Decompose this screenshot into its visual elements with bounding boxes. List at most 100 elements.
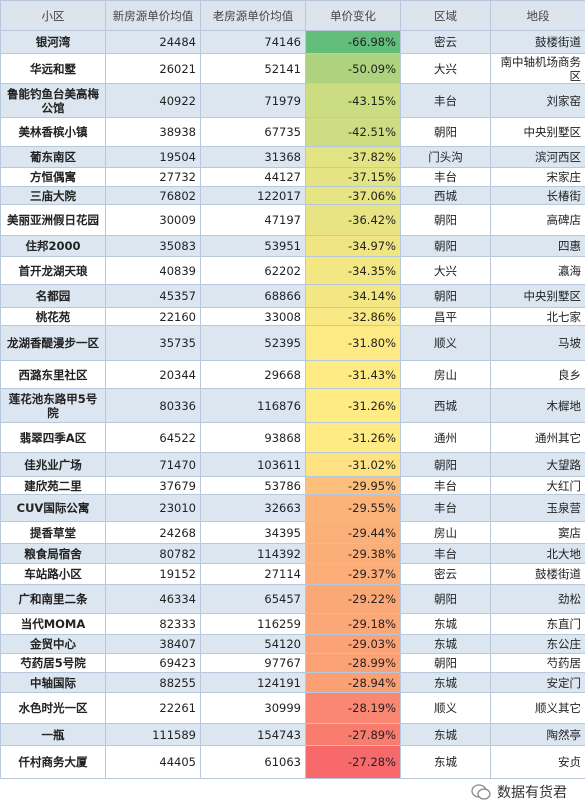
new-price: 69423	[105, 653, 201, 673]
area: 顺义其它	[490, 692, 585, 724]
table-row: 建欣苑二里 37679 53786 -29.95% 丰台 大红门	[0, 476, 585, 495]
district: 朝阳	[400, 452, 491, 477]
price-change: -34.97%	[305, 235, 401, 257]
new-price: 24484	[105, 30, 201, 54]
new-price: 22261	[105, 692, 201, 724]
district: 丰台	[400, 83, 491, 118]
community: 名都园	[0, 284, 106, 308]
community: 一瓶	[0, 723, 106, 746]
price-change: -32.86%	[305, 307, 401, 326]
header-row: 小区 新房源单价均值 老房源单价均值 单价变化 区域 地段	[0, 0, 585, 31]
community: 翡翠四季A区	[0, 422, 106, 453]
district: 东城	[400, 634, 491, 654]
price-change: -36.42%	[305, 204, 401, 236]
area: 安贞	[490, 745, 585, 779]
area: 东直门	[490, 613, 585, 635]
new-price: 45357	[105, 284, 201, 308]
community: 提香草堂	[0, 521, 106, 544]
new-price: 80782	[105, 543, 201, 564]
district: 朝阳	[400, 117, 491, 147]
price-change: -29.55%	[305, 494, 401, 522]
district: 大兴	[400, 256, 491, 285]
district: 朝阳	[400, 584, 491, 614]
table-row: 广和南里二条 46334 65457 -29.22% 朝阳 劲松	[0, 584, 585, 614]
table-row: 西潞东里社区 20344 29668 -31.43% 房山 良乡	[0, 360, 585, 389]
table-row: 粮食局宿舍 80782 114392 -29.38% 丰台 北大地	[0, 543, 585, 564]
new-price: 27732	[105, 167, 201, 187]
district: 顺义	[400, 692, 491, 724]
price-change: -34.14%	[305, 284, 401, 308]
area: 安定门	[490, 672, 585, 693]
community: 美林香槟小镇	[0, 117, 106, 147]
old-price: 74146	[200, 30, 306, 54]
new-price: 38407	[105, 634, 201, 654]
new-price: 19504	[105, 146, 201, 168]
area: 北大地	[490, 543, 585, 564]
price-change: -43.15%	[305, 83, 401, 118]
old-price: 116876	[200, 388, 306, 423]
district: 朝阳	[400, 235, 491, 257]
community: 车站路小区	[0, 563, 106, 585]
old-price: 53951	[200, 235, 306, 257]
old-price: 67735	[200, 117, 306, 147]
old-price: 27114	[200, 563, 306, 585]
table-row: 芍药居5号院 69423 97767 -28.99% 朝阳 芍药居	[0, 653, 585, 673]
header-cell: 区域	[400, 0, 491, 31]
table-row: 鲁能钓鱼台美高梅公馆 40922 71979 -43.15% 丰台 刘家窑	[0, 83, 585, 118]
data-table: 小区 新房源单价均值 老房源单价均值 单价变化 区域 地段 银河湾 24484 74146 -6…	[0, 0, 585, 779]
area: 东公庄	[490, 634, 585, 654]
price-change: -31.26%	[305, 422, 401, 453]
watermark: 数据有货君	[471, 782, 567, 802]
area: 大望路	[490, 452, 585, 477]
community: 住邦2000	[0, 235, 106, 257]
new-price: 44405	[105, 745, 201, 779]
district: 东城	[400, 723, 491, 746]
new-price: 64522	[105, 422, 201, 453]
community: 三庙大院	[0, 186, 106, 205]
community: 莲花池东路甲5号院	[0, 388, 106, 423]
area: 北七家	[490, 307, 585, 326]
old-price: 124191	[200, 672, 306, 693]
table-row: 美林香槟小镇 38938 67735 -42.51% 朝阳 中央别墅区	[0, 117, 585, 147]
old-price: 47197	[200, 204, 306, 236]
old-price: 31368	[200, 146, 306, 168]
community: 西潞东里社区	[0, 360, 106, 389]
table-row: 住邦2000 35083 53951 -34.97% 朝阳 四惠	[0, 235, 585, 257]
old-price: 62202	[200, 256, 306, 285]
table-row: 龙湖香醍漫步一区 35735 52395 -31.80% 顺义 马坡	[0, 325, 585, 361]
area: 滨河西区	[490, 146, 585, 168]
district: 朝阳	[400, 284, 491, 308]
community: 金贸中心	[0, 634, 106, 654]
district: 朝阳	[400, 653, 491, 673]
district: 丰台	[400, 494, 491, 522]
price-change: -37.15%	[305, 167, 401, 187]
old-price: 97767	[200, 653, 306, 673]
table-row: 水色时光一区 22261 30999 -28.19% 顺义 顺义其它	[0, 692, 585, 724]
community: 美丽亚洲假日花园	[0, 204, 106, 236]
community: 佳兆业广场	[0, 452, 106, 477]
district: 东城	[400, 672, 491, 693]
community: 当代MOMA	[0, 613, 106, 635]
community: 中轴国际	[0, 672, 106, 693]
old-price: 34395	[200, 521, 306, 544]
area: 高碑店	[490, 204, 585, 236]
table-row: 莲花池东路甲5号院 80336 116876 -31.26% 西城 木樨地	[0, 388, 585, 423]
district: 房山	[400, 521, 491, 544]
price-change: -27.89%	[305, 723, 401, 746]
community: 银河湾	[0, 30, 106, 54]
table-row: 当代MOMA 82333 116259 -29.18% 东城 东直门	[0, 613, 585, 635]
old-price: 52395	[200, 325, 306, 361]
area: 刘家窑	[490, 83, 585, 118]
area: 良乡	[490, 360, 585, 389]
table-row: 华远和墅 26021 52141 -50.09% 大兴 南中轴机场商务区	[0, 53, 585, 84]
area: 窦店	[490, 521, 585, 544]
district: 丰台	[400, 543, 491, 564]
new-price: 40922	[105, 83, 201, 118]
new-price: 35735	[105, 325, 201, 361]
price-change: -66.98%	[305, 30, 401, 54]
price-change: -31.80%	[305, 325, 401, 361]
community: 粮食局宿舍	[0, 543, 106, 564]
new-price: 26021	[105, 53, 201, 84]
table-row: 三庙大院 76802 122017 -37.06% 西城 长椿街	[0, 186, 585, 205]
